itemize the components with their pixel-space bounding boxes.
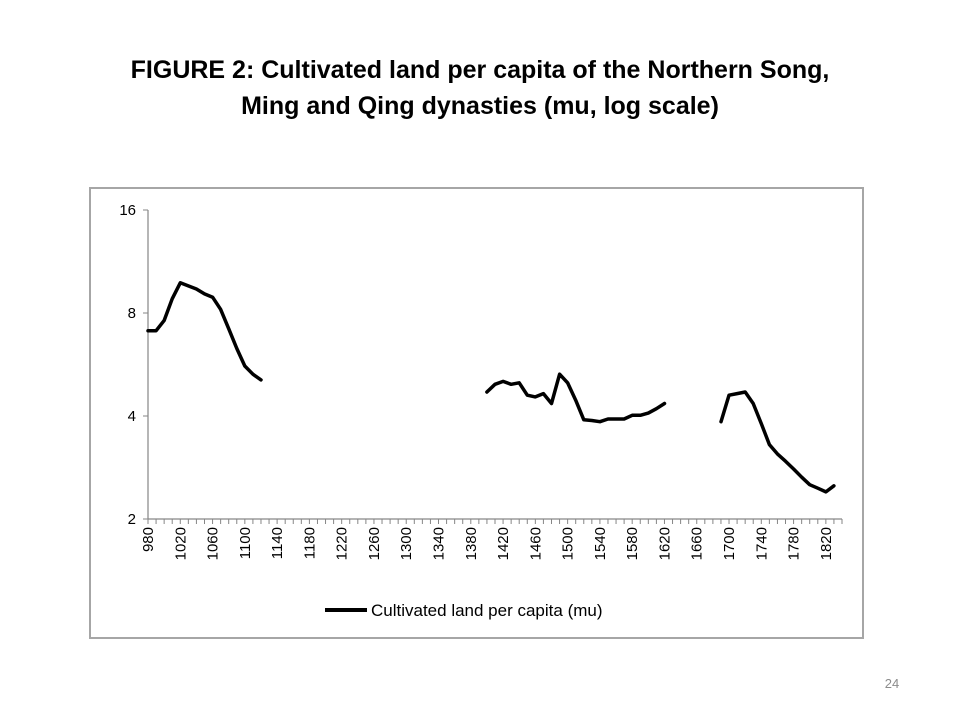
title-line-1: FIGURE 2: Cultivated land per capita of … [130,56,830,84]
x-tick-label: 1780 [786,527,803,560]
x-tick-label: 1140 [269,527,286,559]
x-tick-label: 1020 [172,527,189,560]
x-tick-label: 1100 [237,527,254,559]
y-tick-label: 8 [128,305,136,322]
title-line-2: Ming and Qing dynasties (mu, log scale) [241,92,719,120]
x-tick-label: 1420 [495,527,512,560]
series-line-segment [146,281,263,382]
x-tick-label: 1380 [463,527,480,560]
x-tick-label: 1180 [301,527,318,559]
x-tick-label: 1060 [205,527,222,560]
x-tick-label: 980 [140,527,157,552]
page-number: 24 [884,676,900,691]
x-tick-label: 1460 [527,527,544,560]
x-tick-label: 1700 [721,527,738,560]
x-tick-label: 1220 [334,527,351,560]
y-tick-label: 4 [128,408,136,425]
series-line-segment [719,390,836,494]
line-chart: 2 4 8 16 980 1020 1060 1100 1140 1180 1220 1260 1300… [119,202,843,620]
x-tick-label: 1820 [818,527,835,560]
x-tick-label: 1300 [398,527,415,560]
chart-frame: 2 4 8 16 980 1020 1060 1100 1140 1180 1220 1260 1300… [89,187,864,639]
x-tick-label: 1340 [431,527,448,560]
series-layer [146,281,836,494]
axes: 2 4 8 16 980 1020 1060 1100 1140 1180 1220 1260 1300… [119,202,843,560]
legend: Cultivated land per capita (mu) [325,601,603,620]
y-tick-label: 16 [119,202,136,219]
legend-label: Cultivated land per capita (mu) [371,601,603,620]
x-tick-label: 1580 [624,527,641,560]
x-tick-label: 1740 [753,527,770,560]
y-tick-label: 2 [128,511,136,528]
x-tick-label: 1260 [366,527,383,560]
figure-title: FIGURE 2: Cultivated land per capita of … [40,52,920,124]
series-line-segment [485,372,667,424]
x-tick-label: 1620 [656,527,673,560]
x-tick-label: 1500 [560,527,577,560]
x-tick-label: 1660 [689,527,706,560]
x-tick-label: 1540 [592,527,609,560]
